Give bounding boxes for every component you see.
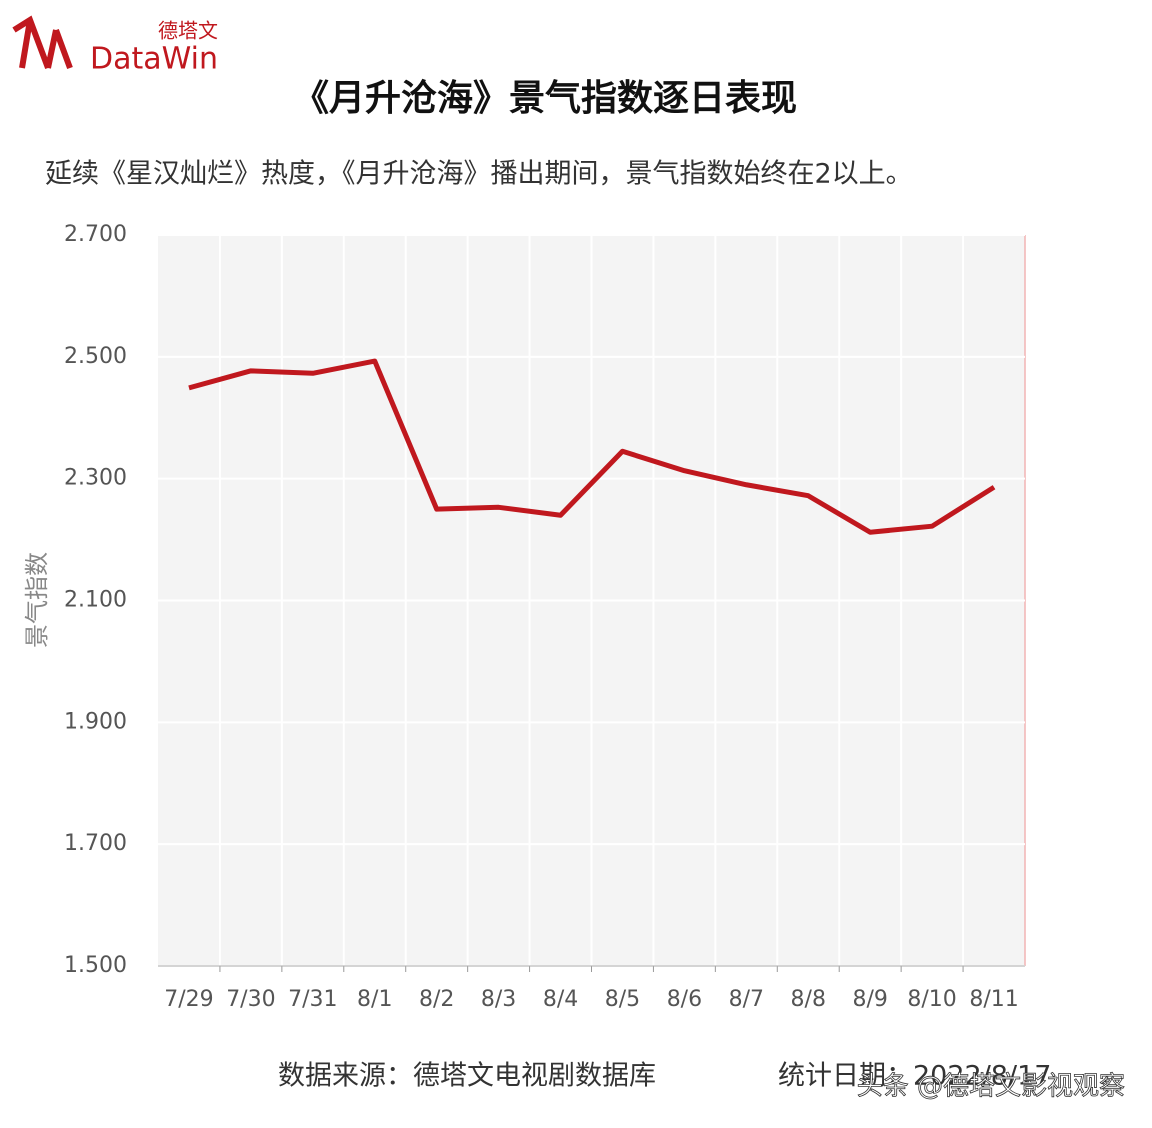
y-tick-label: 2.300 [64,466,127,491]
x-tick-label: 8/8 [791,987,826,1012]
x-tick-label: 7/30 [226,987,275,1012]
y-tick-label: 2.100 [64,588,127,613]
logo-en: DataWin [90,42,218,77]
x-tick-label: 8/10 [907,987,956,1012]
x-tick-label: 8/9 [852,987,887,1012]
y-tick-label: 2.500 [64,344,127,369]
x-tick-label: 8/7 [729,987,764,1012]
y-tick-label: 1.500 [64,953,127,978]
y-tick-label: 2.700 [64,222,127,247]
y-tick-label: 1.900 [64,709,127,734]
chart-title: 《月升沧海》景气指数逐日表现 [293,78,797,119]
x-tick-label: 8/2 [419,987,454,1012]
watermark: 头条 @德塔文影视观察 [857,1072,1125,1102]
series-line [188,358,996,535]
chart-subtitle: 延续《星汉灿烂》热度，《月升沧海》播出期间，景气指数始终在2以上。 [45,159,913,190]
x-tick-label: 8/6 [667,987,702,1012]
logo-mark [12,15,73,70]
x-tick-label: 8/11 [969,987,1018,1012]
plot-layer: 1.500 1.700 1.900 2.100 2.300 2.500 2.700 7/29 7… [64,222,1025,1012]
x-tick-label: 7/29 [164,987,213,1012]
footer-source: 数据来源：德塔文电视剧数据库 [278,1061,656,1092]
y-axis-label: 景气指数 [23,552,51,648]
x-tick-label: 8/3 [481,987,516,1012]
logo-cn: 德塔文 [158,19,218,43]
footer-date: 统计日期：2022/8/17 [778,1061,1051,1092]
x-tick-label: 8/4 [543,987,578,1012]
logo: 德塔文 DataWin [12,15,218,77]
y-tick-label: 1.700 [64,831,127,856]
x-tick-label: 8/5 [605,987,640,1012]
x-tick-label: 7/31 [288,987,337,1012]
x-tick-label: 8/1 [357,987,392,1012]
